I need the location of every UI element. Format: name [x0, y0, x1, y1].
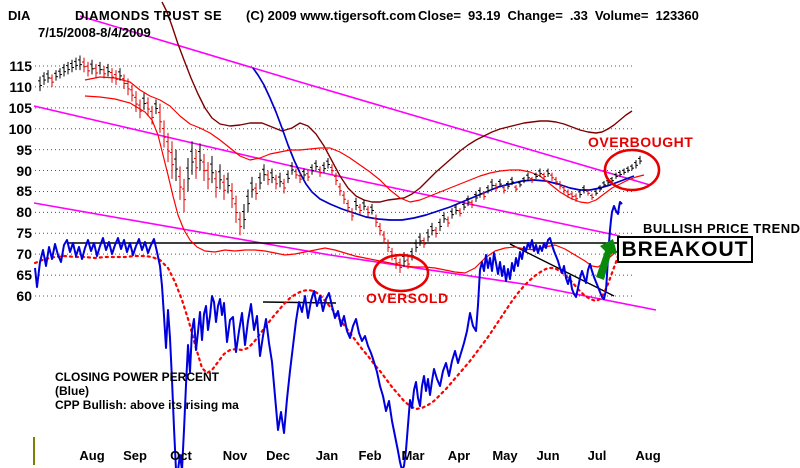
month-tick-label: Jun [536, 448, 560, 463]
close-value: 93.19 [468, 8, 501, 23]
month-tick-label: Sep [123, 448, 147, 463]
price-tick-label: 70 [16, 246, 32, 263]
volume-label: Volume= [594, 8, 649, 23]
price-tick-label: 115 [9, 58, 32, 74]
price-tick-label: 80 [16, 204, 32, 221]
price-tick-label: 60 [16, 288, 32, 304]
oversold-label: OVERSOLD [366, 290, 449, 306]
month-tick-label: Jan [315, 448, 339, 463]
breakout-callout-box: BREAKOUT [617, 236, 753, 263]
month-tick-label: Mar [401, 448, 425, 463]
change-value: .33 [569, 8, 588, 23]
cpp-title: CLOSING POWER PERCENT [55, 370, 220, 384]
volume-value: 123360 [655, 8, 699, 23]
breakout-label: BREAKOUT [621, 238, 749, 261]
quote-stats: Close= 93.19 Change= .33 Volume= 123360 [418, 8, 699, 23]
month-tick-label: Dec [266, 448, 290, 463]
price-tick-label: 65 [16, 267, 32, 284]
month-tick-label: Aug [79, 448, 105, 463]
bullish-price-trend-label: BULLISH PRICE TREND [643, 221, 800, 236]
overbought-label: OVERBOUGHT [588, 134, 694, 150]
ticker-symbol: DIA [8, 8, 31, 23]
month-tick-label: May [492, 448, 518, 463]
month-tick-label: Aug [635, 448, 661, 463]
month-tick-label: Jul [587, 448, 607, 463]
price-tick-label: 110 [9, 78, 32, 95]
price-tick-label: 105 [8, 99, 32, 116]
month-tick-label: Feb [358, 448, 382, 463]
month-tick-label: Nov [222, 448, 248, 463]
cpp-subtitle: (Blue) [55, 384, 89, 398]
close-label: Close= [418, 8, 461, 23]
month-tick-label: Apr [447, 448, 471, 463]
price-tick-label: 75 [16, 225, 32, 242]
change-label: Change= [507, 8, 563, 23]
price-tick-label: 85 [16, 183, 32, 200]
price-tick-label: 95 [16, 141, 32, 158]
cpp-rule-text: CPP Bullish: above its rising ma [55, 398, 239, 412]
copyright-text: (C) 2009 www.tigersoft.com [246, 8, 416, 23]
price-tick-label: 100 [8, 120, 32, 137]
price-tick-label: 90 [16, 162, 32, 179]
month-tick-label: Oct [170, 448, 192, 463]
date-range: 7/15/2008-8/4/2009 [38, 25, 151, 40]
security-title: DIAMONDS TRUST SE [75, 8, 223, 23]
